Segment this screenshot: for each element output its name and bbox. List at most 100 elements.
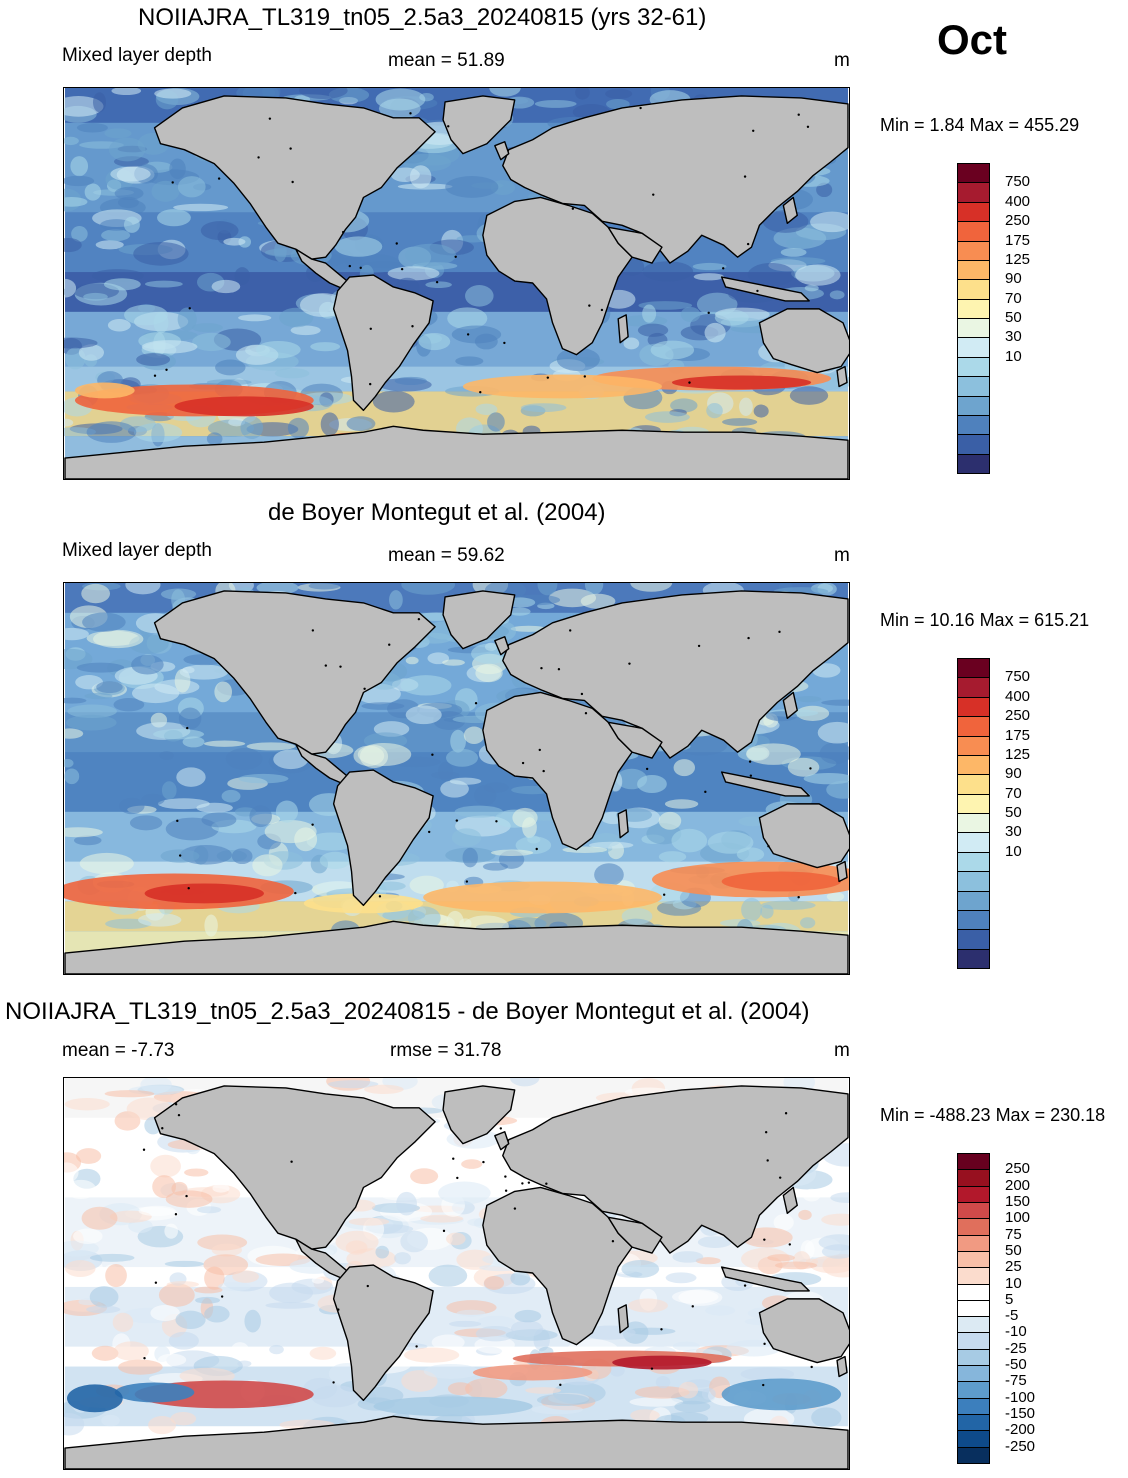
ocean-texture bbox=[125, 583, 161, 595]
ocean-texture bbox=[66, 714, 117, 731]
land-indonesia bbox=[720, 276, 810, 302]
island-speck bbox=[809, 767, 812, 770]
land-madagascar bbox=[617, 809, 629, 839]
ocean-texture bbox=[795, 264, 841, 286]
island-speck bbox=[290, 1160, 293, 1163]
ocean-texture bbox=[107, 318, 131, 332]
colorbar-swatch bbox=[957, 298, 990, 319]
ocean-texture bbox=[104, 1090, 155, 1098]
ocean-feature bbox=[66, 1384, 123, 1413]
ocean-texture bbox=[461, 1159, 483, 1169]
colorbar-swatch bbox=[957, 1414, 990, 1432]
island-speck bbox=[400, 267, 404, 271]
island-speck bbox=[165, 368, 168, 371]
island-speck bbox=[784, 1112, 788, 1115]
island-speck bbox=[378, 895, 382, 898]
ocean-texture bbox=[826, 780, 849, 799]
ocean-texture bbox=[621, 907, 653, 925]
island-speck bbox=[311, 823, 314, 826]
colorbar-tick-label: 30 bbox=[1005, 823, 1022, 841]
ocean-texture bbox=[812, 663, 841, 678]
ocean-texture bbox=[64, 1162, 79, 1183]
ocean-texture bbox=[234, 267, 250, 285]
island-speck bbox=[153, 374, 157, 377]
ocean-texture bbox=[442, 659, 465, 666]
ocean-feature bbox=[74, 382, 135, 399]
ocean-texture bbox=[255, 340, 301, 359]
ocean-texture bbox=[747, 262, 795, 287]
ocean-texture bbox=[105, 1264, 127, 1288]
colorbar-swatch bbox=[957, 658, 990, 679]
ocean-texture bbox=[802, 1188, 821, 1202]
ocean-texture bbox=[67, 704, 117, 719]
ocean-texture bbox=[400, 1230, 428, 1253]
ocean-texture bbox=[231, 848, 253, 865]
colorbar-tick-label: 10 bbox=[1005, 842, 1022, 860]
ocean-texture bbox=[630, 583, 673, 592]
ocean-texture bbox=[111, 88, 142, 96]
ocean-texture bbox=[445, 176, 499, 198]
ocean-texture bbox=[229, 1342, 251, 1364]
ocean-texture bbox=[396, 1191, 417, 1216]
ocean-texture bbox=[309, 1346, 337, 1360]
ocean-texture bbox=[795, 695, 822, 703]
ocean-texture bbox=[401, 583, 455, 595]
island-speck bbox=[171, 181, 174, 184]
ocean-texture bbox=[131, 654, 164, 675]
ocean-texture bbox=[609, 1364, 625, 1377]
ocean-texture bbox=[308, 583, 341, 590]
island-speck bbox=[495, 820, 498, 823]
colorbar-swatch bbox=[957, 259, 990, 281]
island-speck bbox=[455, 819, 459, 822]
ocean-texture bbox=[400, 675, 452, 696]
colorbar-swatch bbox=[957, 832, 990, 853]
ocean-texture bbox=[93, 629, 144, 649]
ocean-texture bbox=[64, 237, 82, 253]
ocean-texture bbox=[390, 167, 420, 183]
ocean-texture bbox=[101, 229, 131, 242]
island-speck bbox=[257, 156, 260, 159]
ocean-texture bbox=[816, 182, 833, 198]
ocean-texture bbox=[191, 323, 223, 333]
island-speck bbox=[527, 1181, 531, 1184]
land-new-zealand bbox=[836, 860, 848, 883]
ocean-texture bbox=[697, 1236, 732, 1248]
ocean-feature bbox=[462, 374, 662, 399]
ocean-texture bbox=[275, 800, 299, 823]
panel1-title: NOIIAJRA_TL319_tn05_2.5a3_20240815 (yrs … bbox=[138, 4, 707, 31]
ocean-texture bbox=[680, 306, 701, 323]
ocean-texture bbox=[650, 340, 695, 360]
colorbar-tick-label: 5 bbox=[1005, 1290, 1014, 1308]
ocean-texture bbox=[64, 627, 89, 641]
ocean-texture bbox=[353, 745, 385, 767]
colorbar-swatch bbox=[957, 182, 990, 203]
ocean-texture bbox=[76, 662, 125, 673]
colorbar-tick-label: 250 bbox=[1005, 212, 1031, 230]
island-speck bbox=[289, 147, 292, 150]
ocean-texture bbox=[773, 1214, 794, 1231]
ocean-texture bbox=[536, 1393, 590, 1407]
colorbar-tick-label: -10 bbox=[1005, 1323, 1027, 1341]
land-uk bbox=[494, 636, 510, 656]
island-speck bbox=[503, 341, 506, 345]
colorbar-tick-label: 150 bbox=[1005, 1192, 1031, 1210]
colorbar-tick-label: -50 bbox=[1005, 1356, 1027, 1374]
colorbar-tick-label: 10 bbox=[1005, 347, 1022, 365]
island-speck bbox=[348, 264, 351, 268]
ocean-texture bbox=[201, 812, 237, 828]
colorbar-swatch bbox=[957, 1218, 990, 1236]
ocean-texture bbox=[168, 1331, 199, 1350]
ocean-texture bbox=[206, 379, 252, 386]
ocean-texture bbox=[182, 736, 205, 748]
ocean-texture bbox=[140, 1078, 172, 1094]
ocean-texture bbox=[627, 1298, 668, 1313]
ocean-texture bbox=[178, 707, 202, 730]
ocean-texture bbox=[508, 607, 531, 616]
land-north-america bbox=[153, 1085, 436, 1250]
ocean-texture bbox=[221, 789, 241, 803]
island-speck bbox=[660, 1328, 663, 1331]
ocean-texture bbox=[84, 183, 102, 201]
ocean-texture bbox=[310, 342, 341, 352]
ocean-texture bbox=[89, 1286, 119, 1308]
colorbar-swatch bbox=[957, 948, 990, 969]
